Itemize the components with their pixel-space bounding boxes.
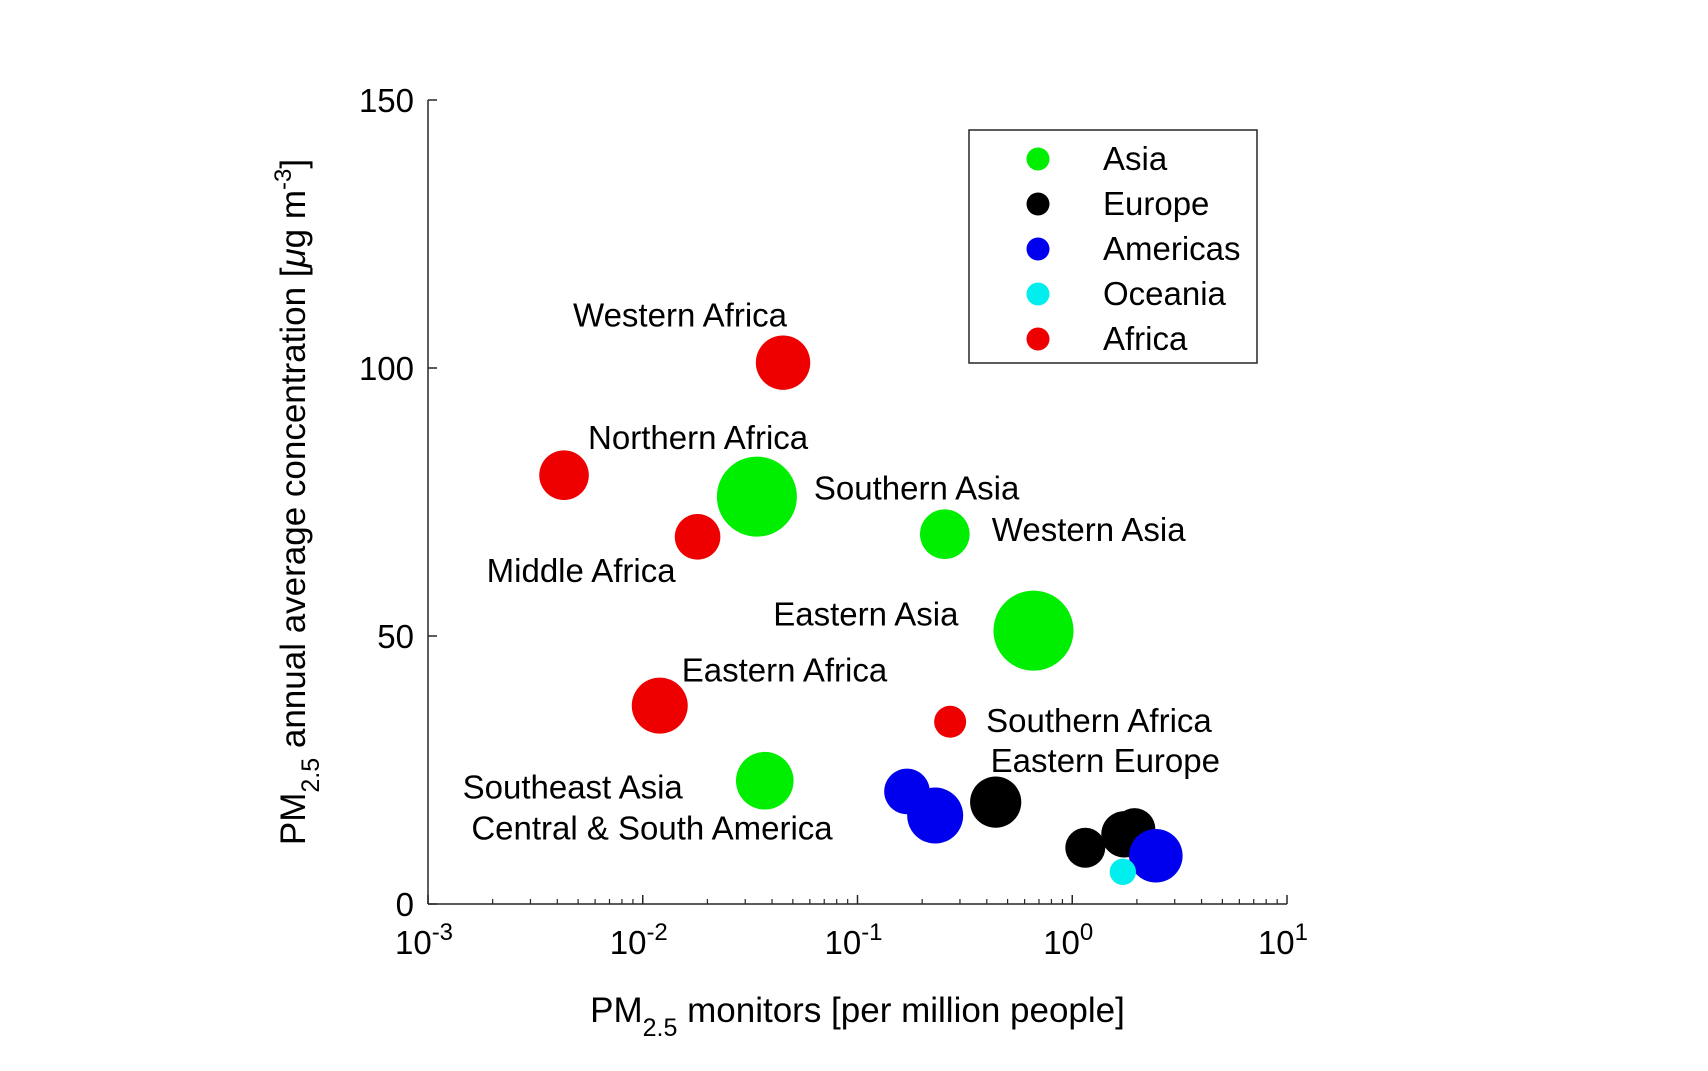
legend-box <box>968 129 1258 364</box>
point-africa <box>631 677 688 734</box>
legend-marker-europe <box>1026 192 1050 216</box>
legend-marker-americas <box>1026 237 1050 261</box>
point-label: Southeast Asia <box>463 769 684 806</box>
y-tick-label: 100 <box>359 350 414 387</box>
point-label: Western Asia <box>992 511 1186 548</box>
point-label: Middle Africa <box>487 552 677 589</box>
point-americas <box>1129 828 1183 883</box>
y-tick-label: 0 <box>396 886 414 923</box>
x-tick-label: 10-2 <box>610 919 668 961</box>
y-tick-label: 50 <box>377 618 414 655</box>
point-asia <box>920 509 970 559</box>
point-oceania <box>1109 858 1137 886</box>
legend-label: Americas <box>1103 230 1241 267</box>
x-axis-label: PM2.5 monitors [per million people] <box>590 991 1125 1042</box>
point-africa <box>539 450 589 501</box>
legend-label: Asia <box>1103 140 1168 177</box>
point-label: Central & South America <box>471 809 833 846</box>
x-tick-label: 101 <box>1258 919 1308 961</box>
point-asia <box>716 456 797 537</box>
point-label: Eastern Africa <box>682 652 888 689</box>
point-label: Eastern Asia <box>773 596 959 633</box>
point-africa <box>674 514 721 560</box>
legend: Asia Europe Americas Oceania Africa <box>968 129 1258 364</box>
point-americas <box>907 787 964 844</box>
legend-marker-africa <box>1026 327 1050 351</box>
point-label: Southern Asia <box>814 470 1020 507</box>
legend-label: Africa <box>1103 320 1188 357</box>
axes: 0 50 100 150 10-3 10-2 10-1 100 101 PM2.5 monitor… <box>270 82 1308 1042</box>
point-labels: Southern Asia Western Asia Eastern Asia Sou… <box>463 297 1220 847</box>
point-asia <box>735 751 794 810</box>
point-asia <box>993 590 1074 671</box>
point-label: Eastern Europe <box>991 742 1220 779</box>
x-tick-label: 10-1 <box>824 919 882 961</box>
x-tick-label: 10-3 <box>395 919 453 961</box>
x-tick-label: 100 <box>1043 919 1093 961</box>
legend-marker-asia <box>1026 147 1050 171</box>
y-tick-label: 150 <box>359 82 414 119</box>
point-label: Southern Africa <box>986 702 1212 739</box>
point-label: Western Africa <box>573 297 788 334</box>
legend-label: Europe <box>1103 185 1209 222</box>
point-africa <box>934 705 967 738</box>
point-label: Northern Africa <box>588 419 809 456</box>
point-europe <box>1065 827 1106 868</box>
point-africa <box>755 335 811 390</box>
point-europe <box>970 776 1022 828</box>
y-axis-label: PM2.5 annual average concentration [μg m… <box>270 159 325 845</box>
legend-marker-oceania <box>1026 282 1050 306</box>
data-points <box>539 335 1183 886</box>
legend-label: Oceania <box>1103 275 1227 312</box>
